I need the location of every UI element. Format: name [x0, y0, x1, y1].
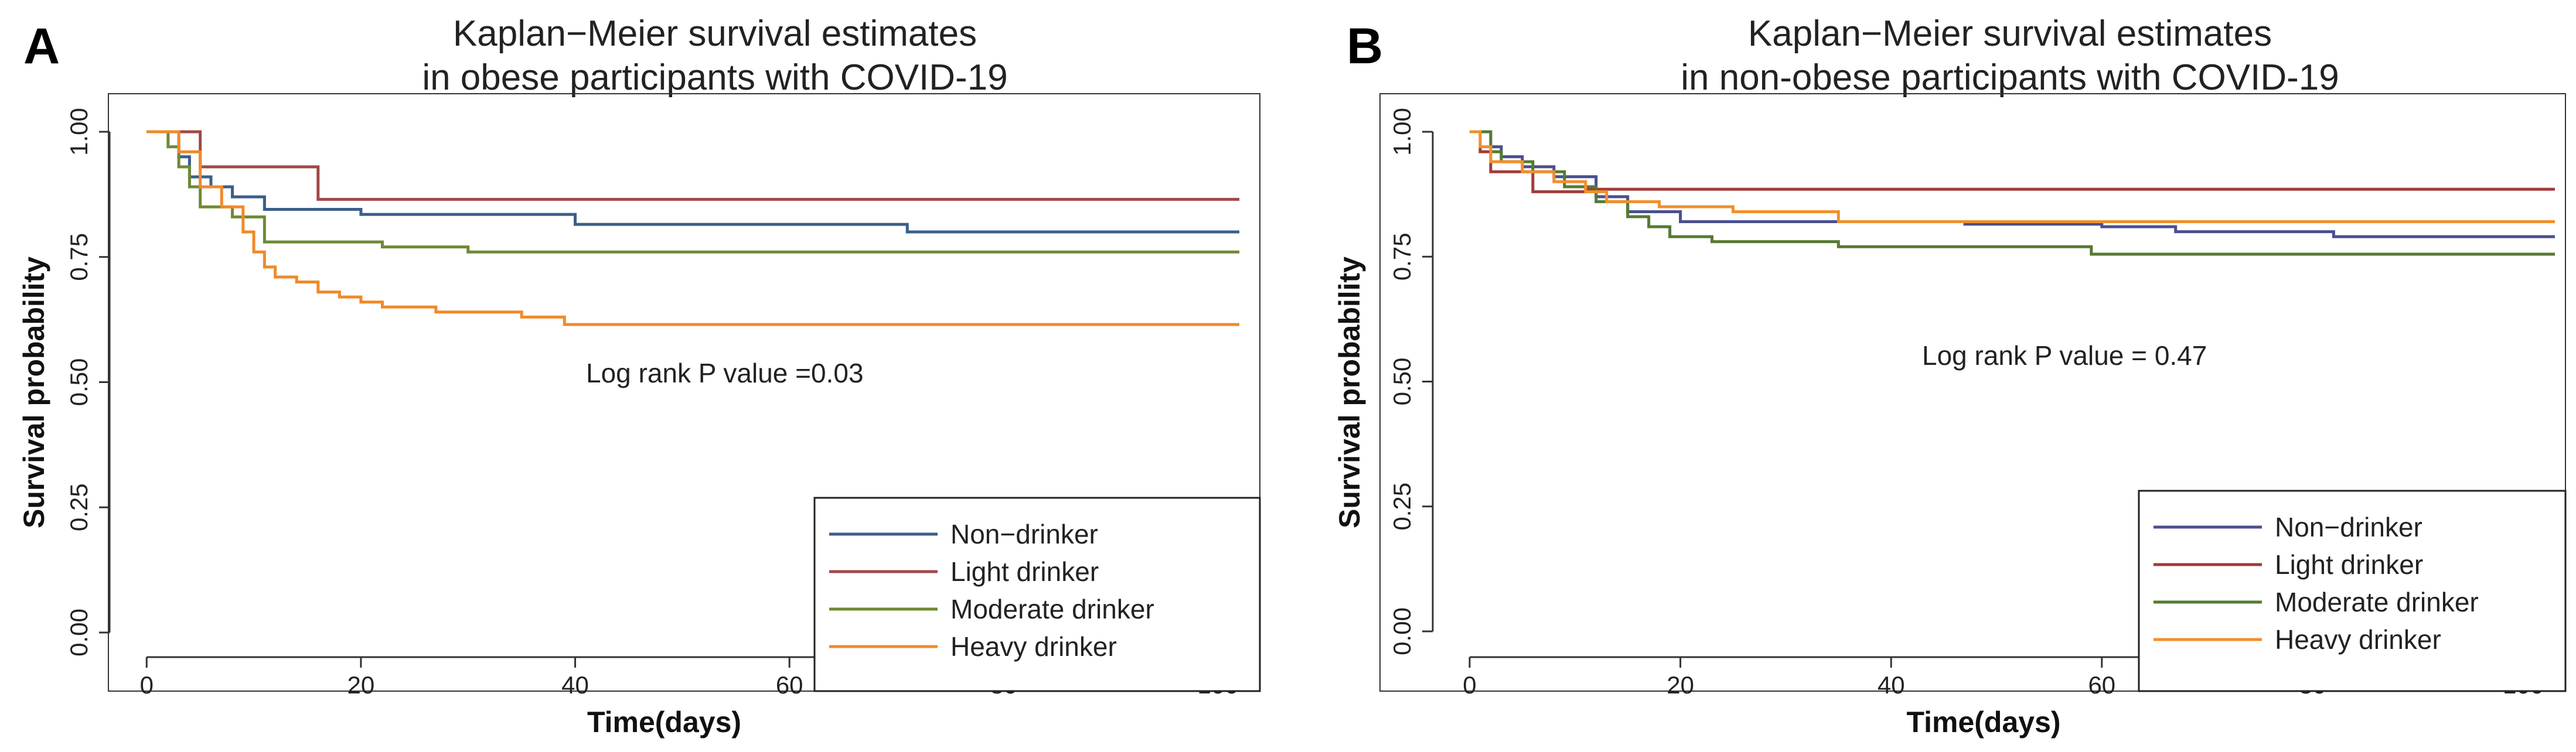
panel-a-y-axis-title: Survival probability	[18, 257, 50, 528]
panel-a-y-tick-label: 0.00	[65, 609, 93, 657]
panel-a-log-rank-annotation: Log rank P value =0.03	[586, 358, 864, 388]
panel-a-legend-label-4: Heavy drinker	[950, 631, 1117, 662]
panel-b-title-line-1: Kaplan−Meier survival estimates	[1748, 13, 2272, 54]
panel-b-log-rank-annotation: Log rank P value = 0.47	[1922, 340, 2207, 371]
panel-b-legend-box	[2138, 490, 2567, 692]
panel-b-x-tick-label: 20	[1667, 671, 1694, 699]
panel-a-legend-label-2: Light drinker	[950, 556, 1099, 587]
panel-b-series-2-curve	[1469, 130, 2555, 193]
panel-b-legend-label-2: Light drinker	[2275, 549, 2423, 580]
panel-b-legend-label-4: Heavy drinker	[2275, 624, 2441, 655]
panel-a-series-4-curve	[146, 130, 1239, 326]
panel-b-series-4-curve	[1469, 130, 2555, 224]
panel-a-legend-label-3: Moderate drinker	[950, 594, 1154, 624]
panel-a-x-tick-label: 20	[347, 671, 375, 699]
panel-a-legend-label-1: Non−drinker	[950, 519, 1098, 549]
panel-a-legend-box	[813, 497, 1261, 692]
panel-b-legend-label-1: Non−drinker	[2275, 512, 2422, 542]
panel-b-title-line-2: in non-obese participants with COVID-19	[1681, 57, 2339, 98]
panel-a-y-tick-label: 0.50	[65, 358, 93, 406]
panel-a-y-tick-label: 1.00	[65, 108, 93, 156]
panel-a-x-axis-title: Time(days)	[587, 706, 741, 739]
panel-b-y-tick-label: 0.00	[1388, 607, 1416, 655]
panel-b-plot-frame	[1379, 93, 2566, 692]
panel-a-y-tick-label: 0.25	[65, 483, 93, 531]
panel-a-plot-frame	[108, 93, 1260, 692]
panel-b-y-axis-title: Survival probability	[1333, 257, 1366, 528]
panel-a-x-tick-label: 0	[140, 671, 154, 699]
panel-b-series-3-curve	[1469, 130, 2555, 256]
panel-b-x-tick-label: 0	[1463, 671, 1476, 699]
panel-b-y-tick-label: 0.50	[1388, 358, 1416, 406]
panel-a-x-tick-label: 60	[776, 671, 803, 699]
panel-b-y-tick-label: 0.75	[1388, 233, 1416, 281]
panel-a-series-1-curve	[146, 130, 1239, 234]
panel-a-letter: A	[23, 18, 60, 74]
panel-a-title-line-1: Kaplan−Meier survival estimates	[453, 13, 977, 54]
panel-a-series-2-curve	[146, 130, 1239, 201]
panel-a-series-3-curve	[146, 130, 1239, 254]
panel-b-x-tick-label: 60	[2088, 671, 2115, 699]
panel-b-y-tick-label: 1.00	[1388, 108, 1416, 156]
panel-b-y-tick-label: 0.25	[1388, 483, 1416, 531]
panel-b-legend-label-3: Moderate drinker	[2275, 587, 2479, 617]
panel-a-x-tick-label: 40	[561, 671, 589, 699]
panel-a-y-tick-label: 0.75	[65, 233, 93, 281]
panel-b-letter: B	[1347, 18, 1383, 74]
panel-b-x-axis-title: Time(days)	[1906, 706, 2060, 739]
panel-b-x-tick-label: 40	[1878, 671, 1905, 699]
panel-a-title-line-2: in obese participants with COVID-19	[422, 57, 1007, 98]
